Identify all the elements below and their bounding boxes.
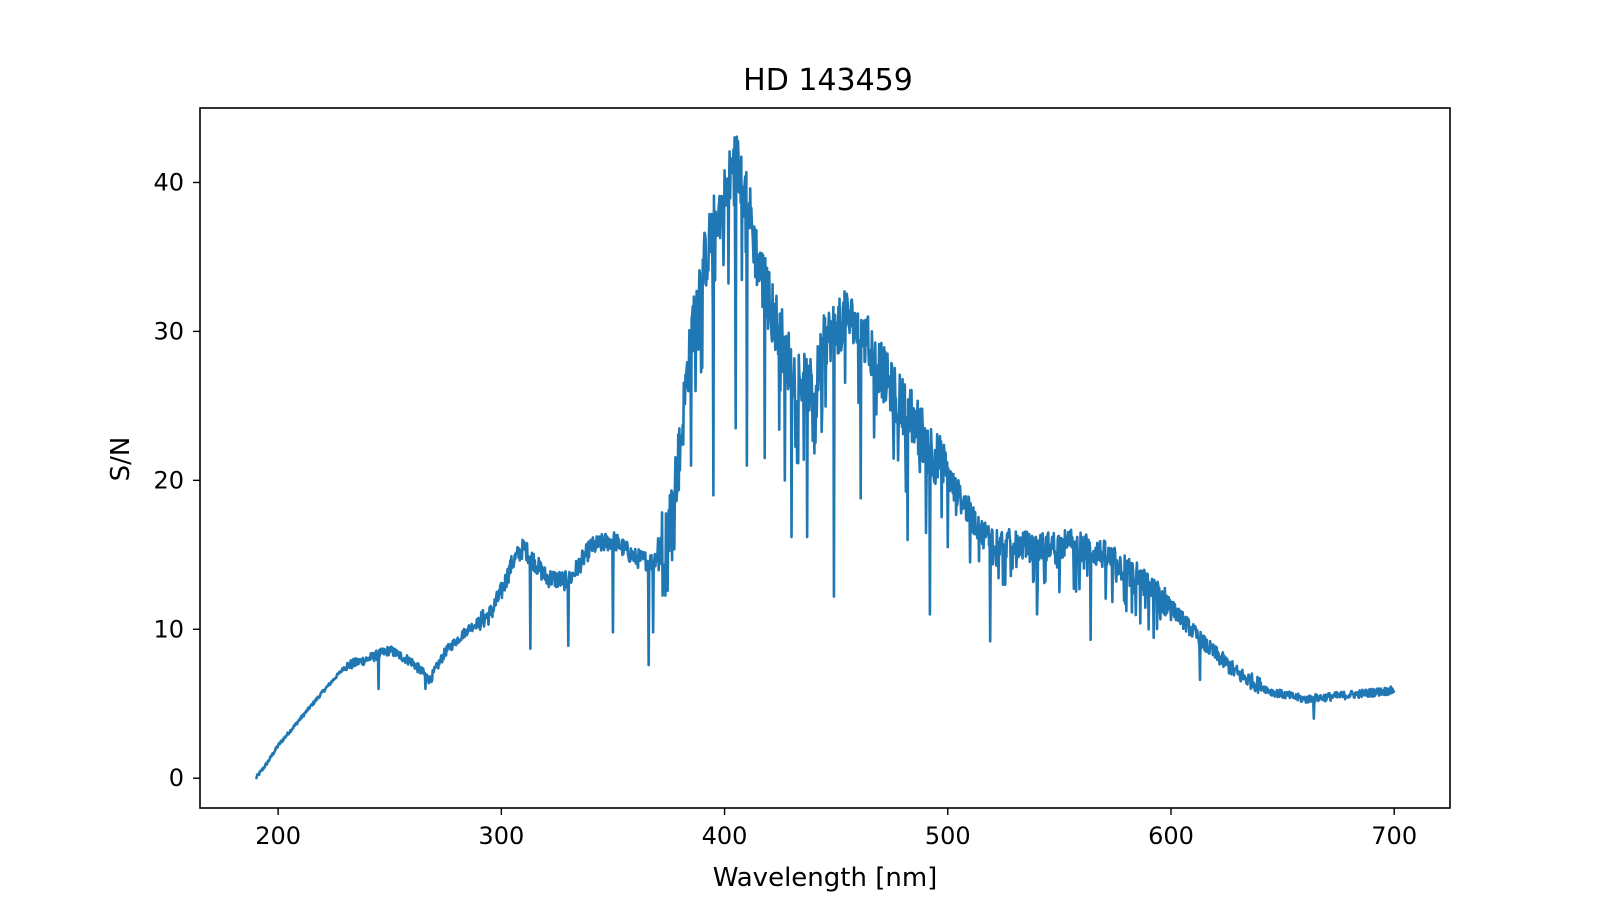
y-tick-label: 20 bbox=[153, 466, 184, 494]
plot-area bbox=[255, 135, 1396, 780]
y-tick-label: 10 bbox=[153, 615, 184, 643]
y-tick-label: 40 bbox=[153, 168, 184, 196]
x-tick-label: 500 bbox=[925, 822, 971, 850]
series-line bbox=[255, 135, 1396, 780]
axis-ticks: 200 300 400 500 600 700 0 10 20 30 40 bbox=[153, 168, 1417, 850]
chart-title: HD 143459 bbox=[743, 63, 913, 98]
y-tick-label: 30 bbox=[153, 317, 184, 345]
x-tick-label: 700 bbox=[1371, 822, 1417, 850]
y-axis-label: S/N bbox=[106, 437, 136, 482]
x-tick-label: 300 bbox=[478, 822, 524, 850]
axes-frame bbox=[199, 107, 1451, 809]
y-tick-label: 0 bbox=[169, 764, 184, 792]
x-tick-label: 200 bbox=[255, 822, 301, 850]
x-axis-label: Wavelength [nm] bbox=[713, 863, 938, 893]
x-tick-label: 400 bbox=[702, 822, 748, 850]
x-tick-label: 600 bbox=[1148, 822, 1194, 850]
